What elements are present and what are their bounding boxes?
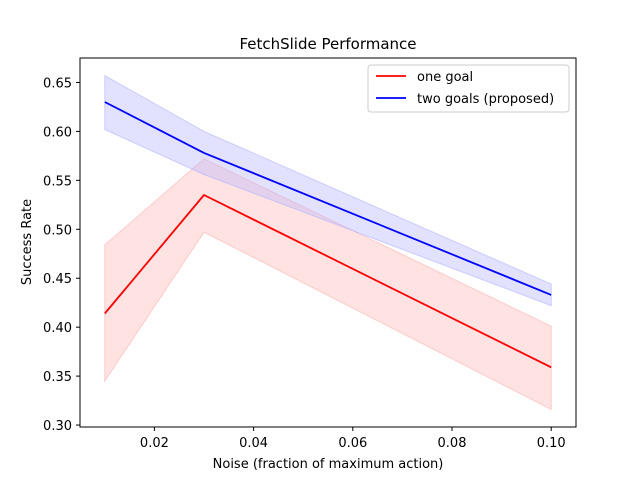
y-tick-label: 0.35 — [43, 370, 72, 385]
y-tick-label: 0.50 — [43, 223, 72, 238]
chart-title: FetchSlide Performance — [239, 35, 416, 53]
y-tick-label: 0.40 — [43, 321, 72, 336]
x-axis-ticks: 0.02 0.04 0.06 0.08 0.10 — [140, 427, 566, 451]
x-tick-label: 0.06 — [338, 436, 367, 451]
y-tick-label: 0.30 — [43, 419, 72, 434]
band-one-goal — [104, 158, 552, 411]
legend-box — [367, 64, 570, 113]
x-tick-label: 0.02 — [140, 436, 169, 451]
y-tick-label: 0.65 — [43, 76, 72, 91]
legend-label-two-goals: two goals (proposed) — [417, 92, 554, 107]
x-tick-label: 0.04 — [239, 436, 268, 451]
series-lines — [104, 101, 552, 369]
legend: one goal two goals (proposed) — [367, 64, 570, 113]
legend-label-one-goal: one goal — [417, 70, 473, 85]
confidence-bands — [104, 74, 552, 411]
plot-area-frame — [79, 57, 577, 428]
y-tick-label: 0.55 — [43, 174, 72, 189]
y-axis-label: Success Rate — [20, 199, 35, 285]
x-axis-label: Noise (fraction of maximum action) — [213, 457, 444, 472]
y-axis-ticks: 0.30 0.35 0.40 0.45 0.50 0.55 0.60 0.65 — [43, 76, 80, 434]
y-tick-label: 0.60 — [43, 125, 72, 140]
band-two-goals-proposed — [104, 74, 552, 307]
x-tick-label: 0.08 — [438, 436, 467, 451]
y-tick-label: 0.45 — [43, 272, 72, 287]
x-tick-label: 0.10 — [537, 436, 566, 451]
